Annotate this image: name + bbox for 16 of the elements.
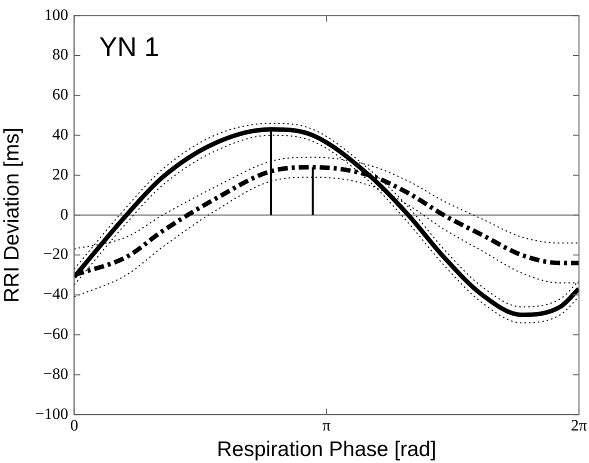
x-tick-label: 2π bbox=[570, 417, 587, 434]
x-axis-title: Respiration Phase [rad] bbox=[216, 438, 436, 462]
y-tick-label: −80 bbox=[43, 366, 68, 383]
y-tick-label: 0 bbox=[60, 206, 68, 224]
y-tick-label: 20 bbox=[52, 166, 68, 184]
y-tick-label: −20 bbox=[43, 246, 68, 264]
y-tick-label: 40 bbox=[52, 126, 68, 144]
x-tick-label: π bbox=[322, 417, 331, 434]
y-tick-label: 80 bbox=[52, 46, 68, 64]
y-tick-label: −40 bbox=[43, 286, 68, 304]
y-axis-title: RRI Deviation [ms] bbox=[0, 128, 24, 303]
y-tick-label: 60 bbox=[52, 86, 68, 104]
annotation: YN 1 bbox=[99, 32, 160, 62]
y-tick-label: 100 bbox=[44, 6, 68, 24]
y-tick-label: −100 bbox=[35, 406, 68, 423]
y-tick-label: −60 bbox=[43, 326, 68, 344]
